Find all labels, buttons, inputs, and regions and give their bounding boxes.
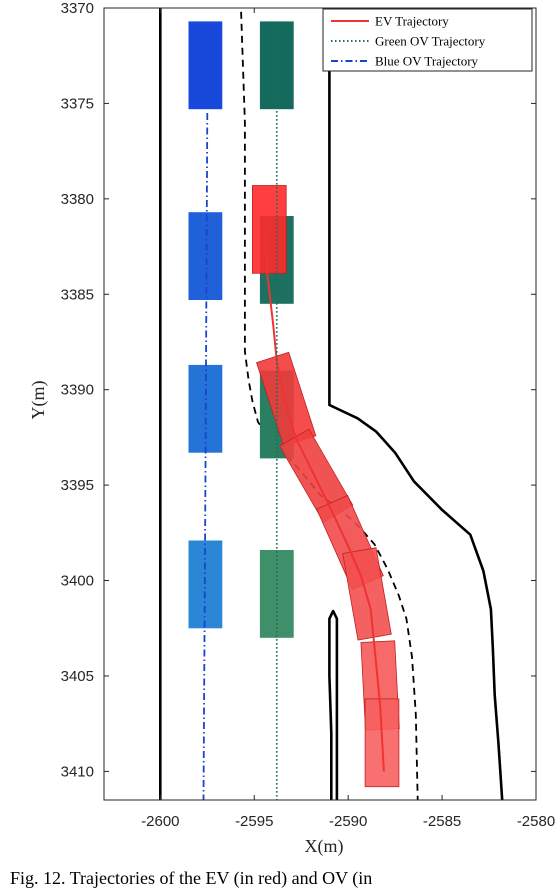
road-boundary-2 (328, 8, 504, 801)
y-tick-label: 3385 (61, 286, 94, 303)
y-tick-label: 3370 (61, 0, 94, 17)
blue-vehicle-body (188, 212, 223, 300)
legend-box (322, 8, 533, 72)
y-tick-label: 3410 (61, 763, 94, 780)
y-axis-label: Y(m) (28, 381, 49, 420)
axes-box (103, 7, 537, 801)
blue-vehicle-4 (188, 540, 223, 629)
ev-vehicle-body (251, 185, 287, 274)
legend: EV Trajectory Green OV Trajectory Blue OV … (322, 8, 533, 72)
blue-vehicle-body (188, 540, 223, 629)
y-tick-label: 3395 (61, 477, 94, 494)
blue-vehicle-1 (188, 21, 223, 110)
y-tick-label: 3400 (61, 573, 94, 590)
x-tick-label: -2585 (423, 813, 461, 830)
blue-ov-trajectory-line (202, 112, 209, 801)
y-tick-label: 3380 (61, 191, 94, 208)
y-tick-label: 3375 (61, 95, 94, 112)
y-tick-label: 3405 (61, 668, 94, 685)
plot-background (104, 8, 536, 800)
x-tick-label: -2600 (141, 813, 179, 830)
blue-vehicle-2 (188, 212, 223, 300)
figure-caption: Fig. 12. Trajectories of the EV (in red)… (10, 868, 373, 888)
x-axis-label: X(m) (305, 836, 344, 857)
axes: -2600 -2595 -2590 -2585 -2580 3370 3375 3380 338… (28, 0, 555, 857)
legend-label-blue-ov-trajectory: Blue OV Trajectory (375, 54, 479, 69)
x-tick-label: -2580 (517, 813, 555, 830)
x-tick-label: -2595 (235, 813, 273, 830)
legend-label-green-ov-trajectory: Green OV Trajectory (375, 34, 486, 49)
ev-vehicle-9 (251, 185, 287, 274)
blue-vehicle-body (188, 21, 223, 110)
trajectory-series (202, 27, 385, 801)
road-boundary-3 (328, 609, 339, 800)
x-tick-label: -2590 (329, 813, 367, 830)
legend-label-ev-trajectory: EV Trajectory (375, 14, 449, 29)
y-tick-label: 3390 (61, 382, 94, 399)
ev-trajectory-line (264, 227, 385, 772)
